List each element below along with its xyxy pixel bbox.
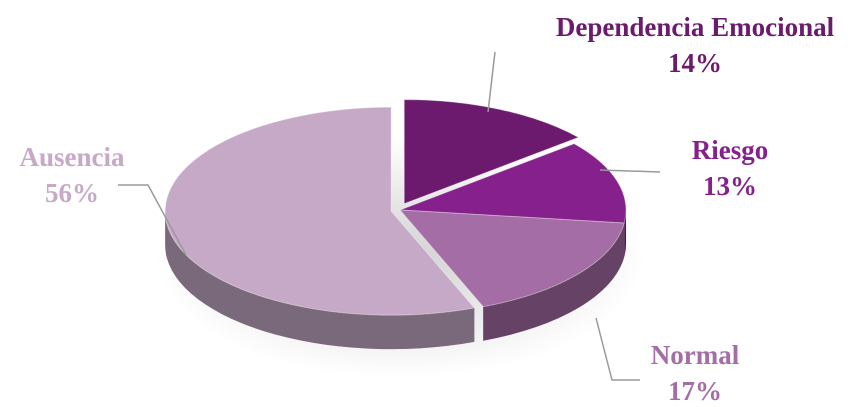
pie	[164, 99, 627, 350]
slice-side	[483, 223, 625, 341]
labels: Dependencia Emocional 14% Riesgo 13% Normal 1…	[19, 12, 834, 406]
slice-side-shade	[483, 223, 625, 341]
leader-line	[118, 184, 187, 256]
value-label: 14%	[668, 48, 722, 78]
value-label: 13%	[703, 171, 757, 201]
slice-label: Ausencia	[19, 142, 125, 172]
value-label: 56%	[45, 178, 99, 208]
slice	[403, 99, 580, 205]
slice-label: Normal	[651, 340, 740, 370]
slice	[398, 209, 625, 308]
slice	[399, 143, 627, 224]
slice-label: Dependencia Emocional	[556, 12, 835, 42]
slice-side-shade	[624, 210, 626, 258]
leader-line	[595, 317, 640, 381]
leader-line	[599, 169, 661, 173]
leader-line	[487, 51, 496, 113]
value-label: 17%	[668, 376, 722, 406]
slice-side	[624, 210, 626, 258]
slice	[164, 106, 476, 316]
slice-side	[165, 211, 475, 350]
slice-label: Riesgo	[692, 135, 769, 165]
slice-side-shade	[165, 211, 475, 350]
